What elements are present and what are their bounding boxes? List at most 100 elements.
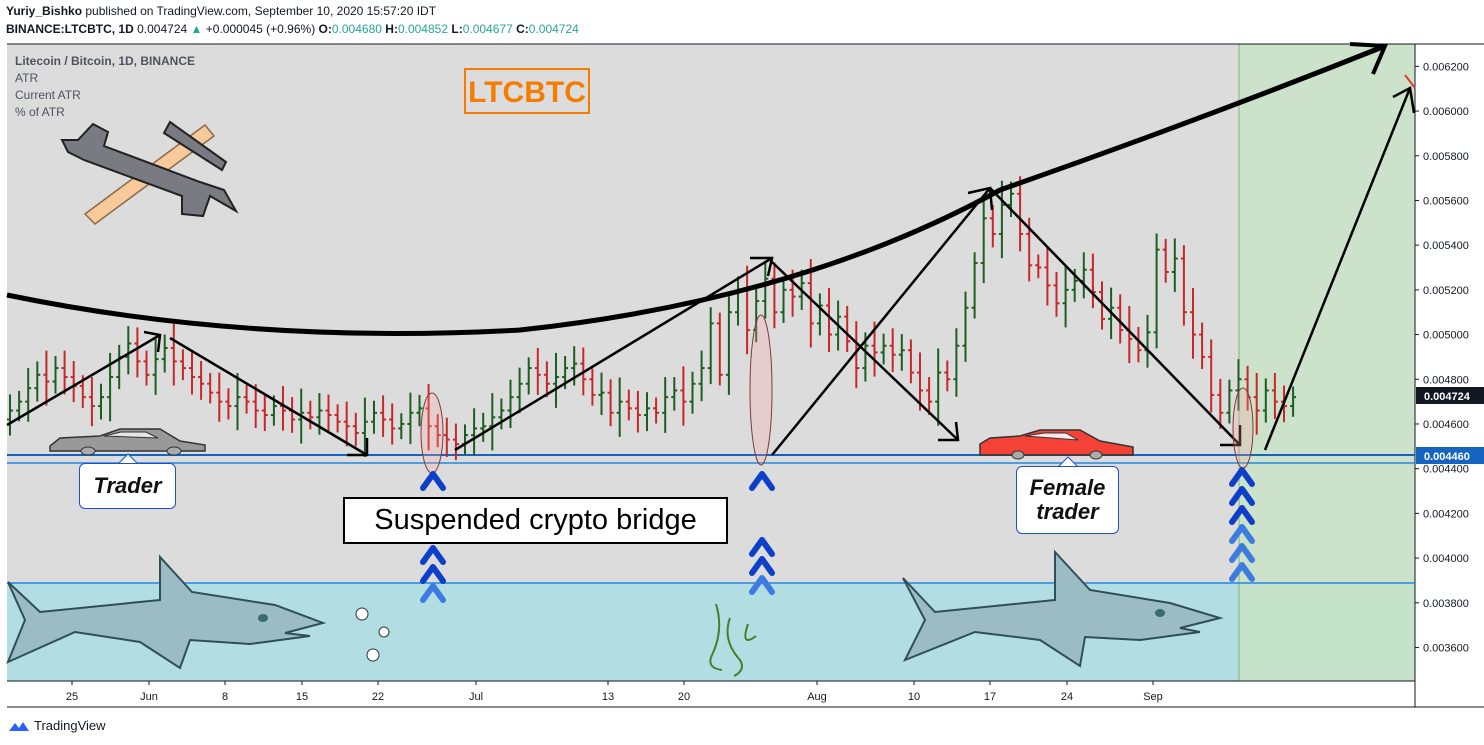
y-tick-label: 0.004800	[1423, 374, 1469, 386]
legend-title[interactable]: Litecoin / Bitcoin, 1D, BINANCE	[15, 54, 196, 68]
close-value: 0.004724	[528, 22, 579, 36]
candle	[1044, 247, 1051, 306]
candle	[598, 372, 605, 416]
y-tick-label: 0.005200	[1423, 285, 1469, 297]
y-axis-ticks: 0.006200 0.006000 0.005800 0.005600 0.005400…	[1415, 61, 1469, 654]
candle	[1235, 359, 1242, 411]
x-axis-ticks: 25 Jun 8 15 22 Jul 13 20 Aug 10 17 24 Sep	[66, 681, 1163, 703]
x-tick-label: Jul	[469, 691, 483, 703]
x-tick-label: 22	[372, 691, 384, 703]
last-price: 0.004724	[137, 22, 188, 36]
candle	[125, 326, 132, 375]
candle	[1226, 379, 1233, 424]
candle	[671, 377, 678, 411]
candle	[1208, 339, 1215, 413]
candle	[380, 395, 387, 437]
candle	[662, 377, 669, 433]
candle	[525, 357, 532, 395]
candle	[161, 334, 168, 373]
chevron-up-icon	[749, 556, 775, 576]
candle	[698, 350, 705, 402]
candle	[16, 390, 23, 422]
female-trader-text-1: Female	[1029, 475, 1106, 500]
chevron-up-icon	[1229, 467, 1255, 487]
candle	[1017, 176, 1024, 252]
candle	[725, 292, 732, 395]
symbol-name: BINANCE:LTCBTC, 1D	[6, 22, 134, 36]
candle	[34, 361, 41, 402]
shark-right-icon	[902, 549, 1224, 668]
candle	[225, 388, 232, 420]
candle	[634, 390, 641, 433]
legend-item-current-atr[interactable]: Current ATR	[15, 88, 81, 102]
candle	[607, 379, 614, 427]
candle	[1290, 386, 1297, 417]
open-label: O:	[318, 22, 332, 36]
candle	[953, 328, 960, 397]
y-tick-label: 0.004000	[1423, 553, 1469, 565]
y-tick-label: 0.004600	[1423, 419, 1469, 431]
candle	[471, 408, 478, 456]
x-tick-label: 10	[908, 691, 920, 703]
price-change: +0.000045 (+0.96%)	[205, 22, 316, 36]
female-trader-text-2: trader	[1036, 499, 1099, 524]
author-name[interactable]: Yuriy_Bishko	[6, 4, 83, 18]
y-tick-label: 0.005000	[1423, 330, 1469, 342]
candle	[152, 339, 159, 395]
candle	[216, 372, 223, 422]
candle	[189, 350, 195, 395]
y-tick-label: 0.003600	[1423, 642, 1469, 654]
tradingview-logo-icon	[9, 721, 29, 731]
candle	[207, 373, 214, 404]
candle	[434, 414, 441, 448]
chevron-up-icon	[420, 545, 446, 565]
candle	[7, 394, 13, 436]
candle	[325, 394, 332, 432]
support-price-badge	[1416, 447, 1484, 464]
candle	[1262, 378, 1269, 423]
candle	[962, 291, 969, 362]
low-label: L:	[451, 22, 463, 36]
candle	[1099, 281, 1105, 330]
trend-curve	[6, 43, 1386, 336]
candle	[398, 413, 405, 440]
legend-item-percent-atr[interactable]: % of ATR	[15, 105, 65, 119]
chevron-up-icon	[420, 583, 446, 603]
candle	[917, 352, 923, 411]
candle	[498, 398, 505, 430]
chevron-up-icon	[420, 471, 446, 491]
chevron-up-icon	[1229, 486, 1255, 506]
last-price-badge	[1416, 387, 1484, 404]
candle	[553, 352, 559, 408]
candle	[307, 400, 314, 430]
candle	[43, 350, 50, 406]
candle	[907, 339, 914, 384]
candle	[252, 384, 259, 428]
tradingview-branding[interactable]: TradingView	[8, 718, 106, 733]
red-mark	[1404, 74, 1416, 89]
candle	[807, 259, 814, 348]
tools-icon	[60, 120, 239, 225]
candle	[826, 288, 832, 352]
candle	[61, 350, 68, 395]
candle	[234, 373, 241, 431]
candle	[1180, 245, 1187, 326]
candle	[452, 423, 459, 461]
candle	[334, 404, 341, 433]
tradingview-text: TradingView	[34, 718, 106, 733]
candle	[762, 261, 769, 319]
gray-car-icon	[49, 428, 206, 456]
candle	[516, 367, 523, 414]
red-car-icon	[979, 429, 1134, 460]
publish-info: Yuriy_Bishko published on TradingView.co…	[6, 4, 436, 18]
candle	[707, 307, 714, 385]
legend-item-atr[interactable]: ATR	[15, 71, 39, 85]
candle	[143, 350, 150, 386]
y-tick-label: 0.005800	[1423, 151, 1469, 163]
zigzag-lines	[6, 86, 1416, 457]
candle	[1089, 253, 1096, 309]
candle	[926, 377, 933, 416]
candle	[389, 403, 396, 445]
candle	[1053, 271, 1060, 317]
